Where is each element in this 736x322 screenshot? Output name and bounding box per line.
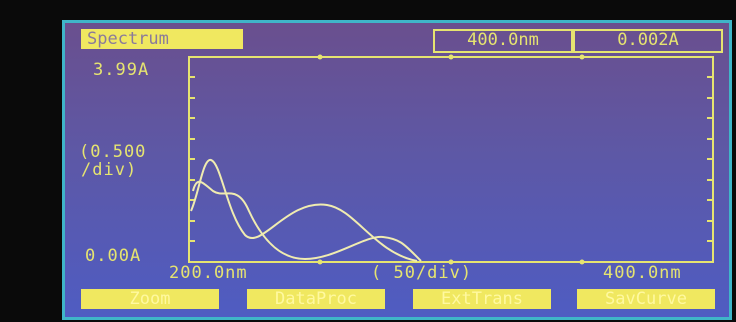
zoom-button[interactable]: Zoom [81, 289, 219, 309]
y-scale-label: (0.500 [79, 143, 146, 161]
exttrans-button[interactable]: ExtTrans [413, 289, 551, 309]
page: {"header":{"title":"Spectrum","wavelengt… [0, 0, 736, 322]
frame-ticks [189, 77, 713, 241]
frame-dots [318, 55, 585, 265]
y-min-label: 0.00A [85, 247, 141, 265]
spectrum-curve [191, 160, 417, 261]
x-scale-label: ( 50/div) [371, 264, 472, 282]
y-scale-label: /div) [81, 161, 137, 179]
x-min-label: 200.0nm [169, 264, 248, 282]
instrument-screen: Spectrum 400.0nm 0.002A 3.99A (0.500 /di… [62, 20, 732, 320]
dataproc-button[interactable]: DataProc [247, 289, 385, 309]
x-max-label: 400.0nm [603, 264, 682, 282]
spectrum-curve [193, 182, 421, 261]
savcurve-button[interactable]: SavCurve [577, 289, 715, 309]
y-max-label: 3.99A [93, 61, 149, 79]
